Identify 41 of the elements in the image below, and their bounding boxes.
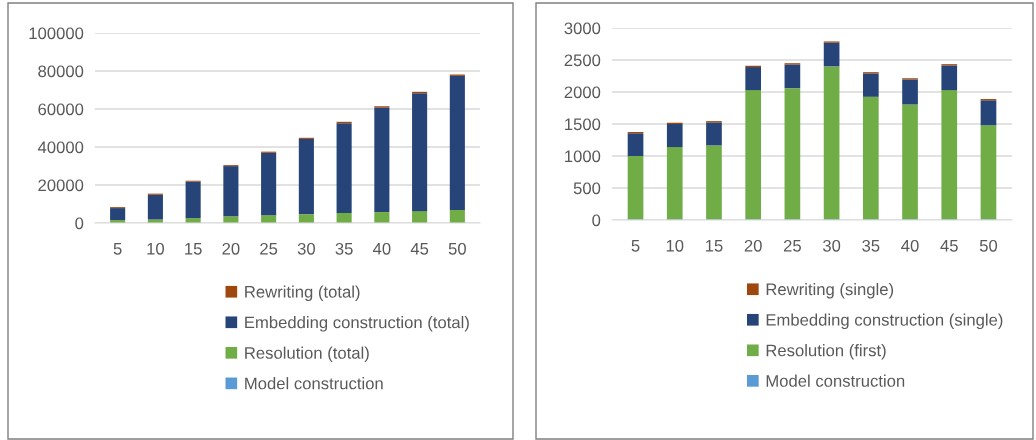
- x-tick-label: 40: [372, 242, 391, 255]
- x-tick-label: 30: [822, 239, 841, 252]
- x-tick-label: 10: [147, 242, 165, 255]
- x-tick-label: 5: [113, 243, 122, 255]
- y-tick-label: 0: [592, 214, 601, 227]
- x-tick-label: 10: [666, 239, 684, 252]
- x-tick-label: 40: [901, 239, 919, 252]
- y-tick-label: 20000: [38, 179, 84, 192]
- legend-label: Model construction: [245, 377, 383, 390]
- y-tick-label: 60000: [38, 103, 84, 116]
- legend-label: Model construction: [766, 374, 905, 387]
- x-tick-label: 50: [448, 242, 466, 255]
- legend-label: Embedding construction (single): [766, 313, 1003, 330]
- y-tick-label: 80000: [38, 65, 84, 78]
- y-tick-label: 3000: [564, 22, 601, 35]
- x-tick-label: 20: [222, 242, 240, 255]
- x-tick-label: 30: [297, 242, 315, 255]
- x-tick-label: 35: [335, 242, 353, 255]
- x-tick-label: 50: [979, 239, 998, 252]
- x-tick-label: 45: [410, 243, 429, 255]
- y-tick-label: 2500: [564, 54, 601, 67]
- y-tick-label: 2000: [564, 86, 601, 99]
- y-tick-label: 500: [573, 182, 601, 195]
- y-tick-label: 1500: [565, 118, 601, 131]
- x-tick-label: 25: [783, 239, 801, 252]
- x-tick-label: 5: [631, 240, 640, 252]
- legend-label: Resolution (total): [245, 346, 369, 363]
- y-tick-label: 40000: [37, 141, 84, 154]
- x-tick-label: 15: [185, 243, 202, 255]
- legend-label: Rewriting (single): [766, 283, 894, 299]
- y-tick-label: 1000: [565, 150, 601, 163]
- x-tick-label: 45: [940, 240, 958, 252]
- y-tick-label: 100000: [29, 27, 84, 40]
- x-tick-label: 35: [862, 239, 880, 252]
- y-tick-label: 0: [75, 217, 84, 230]
- x-tick-label: 25: [260, 242, 278, 255]
- x-tick-label: 15: [705, 240, 723, 252]
- x-tick-label: 20: [744, 239, 762, 252]
- legend-label: Embedding construction (total): [245, 316, 469, 332]
- legend-label: Rewriting (total): [245, 285, 360, 302]
- legend-label: Resolution (first): [766, 344, 886, 360]
